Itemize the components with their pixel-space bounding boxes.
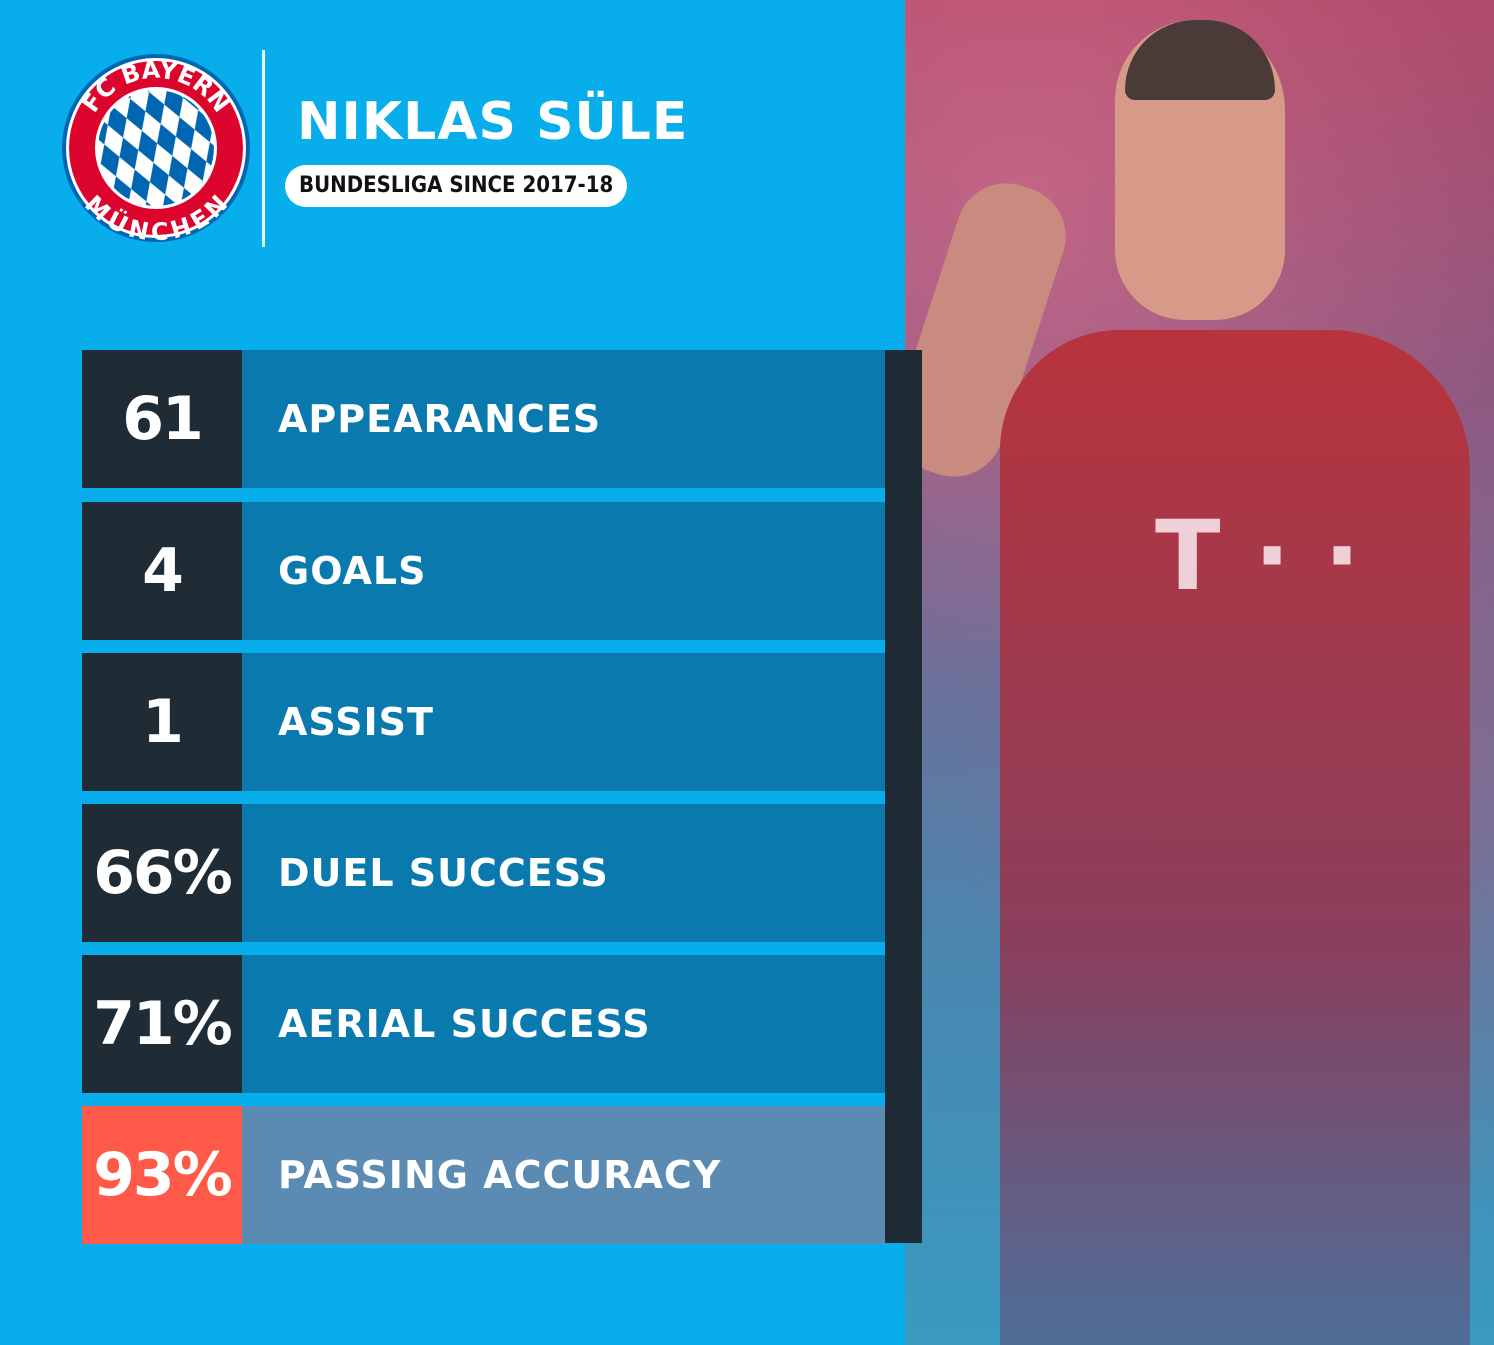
subtitle-badge: BUNDESLIGA SINCE 2017-18 — [285, 165, 628, 207]
stat-value: 4 — [82, 502, 242, 640]
stat-label: ASSIST — [242, 653, 885, 791]
stat-label: DUEL SUCCESS — [242, 804, 885, 942]
stat-row-assist: 1 ASSIST — [82, 653, 885, 791]
stat-row-goals: 4 GOALS — [82, 502, 885, 640]
stat-row-passing-accuracy: 93% PASSING ACCURACY — [82, 1106, 885, 1244]
stat-label: PASSING ACCURACY — [242, 1106, 885, 1244]
club-logo: FC BAYERN MÜNCHEN — [62, 54, 250, 244]
stat-label: AERIAL SUCCESS — [242, 955, 885, 1093]
stat-label: APPEARANCES — [242, 350, 885, 488]
stat-value: 66% — [82, 804, 242, 942]
player-photo: T · · — [905, 0, 1494, 1345]
stat-value: 61 — [82, 350, 242, 488]
stat-label: GOALS — [242, 502, 885, 640]
stat-row-duel-success: 66% DUEL SUCCESS — [82, 804, 885, 942]
player-name: NIKLAS SÜLE — [297, 92, 689, 152]
table-side-bar — [885, 350, 922, 1243]
stat-value: 1 — [82, 653, 242, 791]
stats-table: 61 APPEARANCES 4 GOALS 1 ASSIST 66% DUEL… — [82, 350, 922, 1244]
stat-value: 93% — [82, 1106, 242, 1244]
header-divider — [262, 50, 265, 247]
stat-value: 71% — [82, 955, 242, 1093]
stat-row-appearances: 61 APPEARANCES — [82, 350, 885, 488]
stat-row-aerial-success: 71% AERIAL SUCCESS — [82, 955, 885, 1093]
